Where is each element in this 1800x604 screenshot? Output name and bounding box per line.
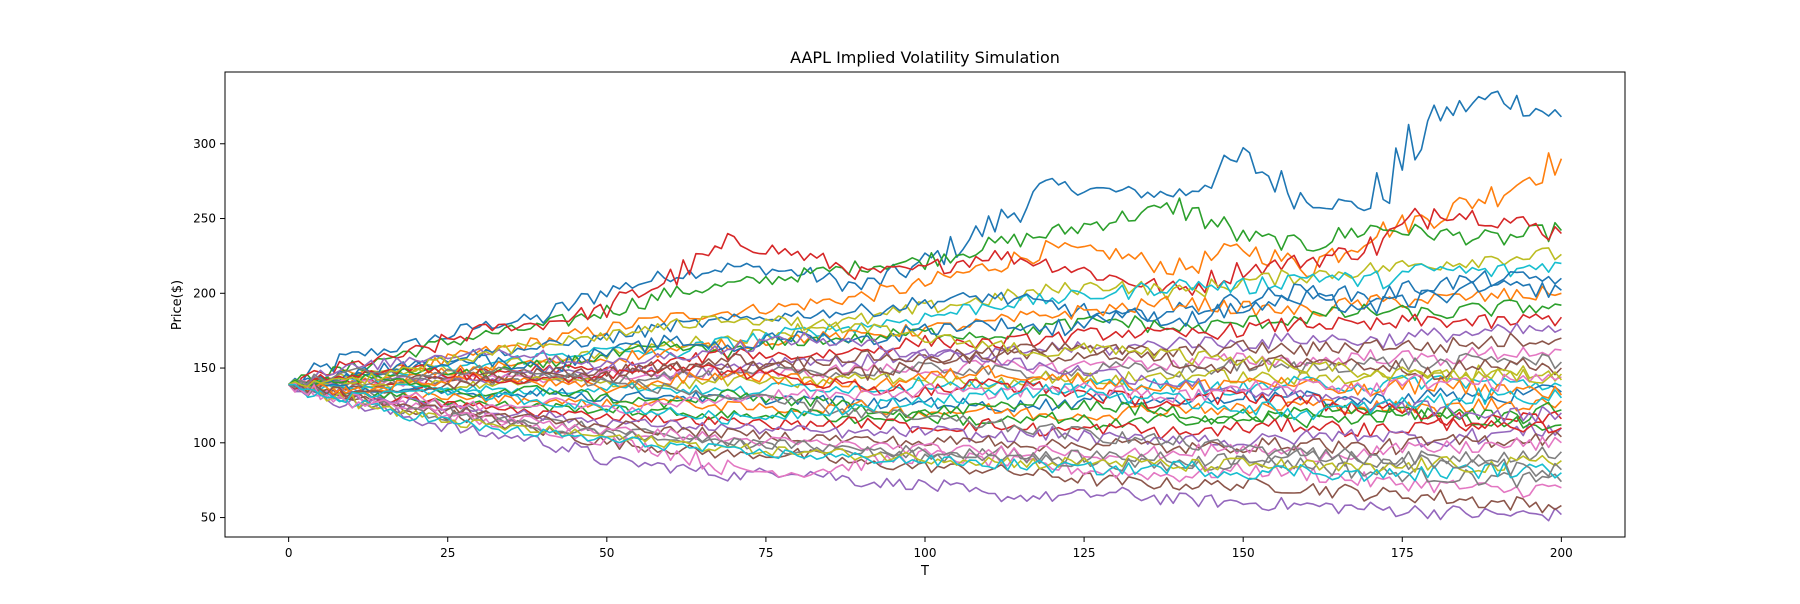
series-line bbox=[288, 372, 1562, 431]
x-axis: 0 25 50 75 100 125 150 175 200 bbox=[285, 537, 1573, 560]
y-axis: 50 100 150 200 250 300 bbox=[193, 137, 225, 525]
series-line bbox=[288, 362, 1562, 434]
y-tick-label: 200 bbox=[193, 286, 216, 300]
x-tick-label: 175 bbox=[1391, 546, 1414, 560]
series-line bbox=[288, 331, 1562, 423]
series-line bbox=[288, 197, 1563, 386]
y-tick-label: 300 bbox=[193, 137, 216, 151]
series-line bbox=[288, 383, 1562, 482]
x-tick-label: 75 bbox=[758, 546, 773, 560]
x-axis-label: T bbox=[920, 564, 929, 579]
x-tick-label: 25 bbox=[440, 546, 455, 560]
y-axis-label: Price($) bbox=[170, 280, 185, 330]
plot-frame bbox=[224, 71, 1626, 538]
x-tick-label: 200 bbox=[1550, 546, 1573, 560]
series-line bbox=[288, 383, 1562, 413]
series-line bbox=[288, 207, 1562, 390]
series-line bbox=[288, 279, 1562, 390]
y-tick-label: 250 bbox=[193, 212, 216, 226]
series-line bbox=[288, 383, 1562, 440]
series-line bbox=[288, 152, 1563, 386]
series-line bbox=[288, 342, 1562, 398]
series-line bbox=[288, 261, 1562, 387]
series-line bbox=[288, 299, 1562, 389]
y-tick-label: 50 bbox=[201, 511, 216, 525]
series-line bbox=[288, 379, 1562, 468]
series-line bbox=[288, 380, 1562, 498]
x-tick-label: 50 bbox=[599, 546, 614, 560]
y-tick-label: 150 bbox=[193, 361, 216, 375]
series-line bbox=[288, 315, 1563, 388]
series-line bbox=[288, 383, 1563, 425]
series-line bbox=[288, 383, 1562, 522]
chart-title: AAPL Implied Volatility Simulation bbox=[790, 48, 1060, 67]
series-line bbox=[288, 373, 1562, 415]
series-line bbox=[288, 381, 1562, 431]
x-tick-label: 125 bbox=[1073, 546, 1096, 560]
series-line bbox=[288, 364, 1562, 478]
series-line bbox=[288, 285, 1562, 388]
series-line bbox=[288, 313, 1563, 390]
series-line bbox=[288, 378, 1562, 474]
x-tick-label: 0 bbox=[285, 546, 293, 560]
x-tick-label: 100 bbox=[914, 546, 937, 560]
series-layer bbox=[287, 90, 1563, 522]
series-line bbox=[287, 380, 1562, 463]
x-tick-label: 150 bbox=[1232, 546, 1255, 560]
series-line bbox=[288, 382, 1563, 489]
series-line bbox=[288, 374, 1562, 397]
series-line bbox=[288, 383, 1562, 422]
y-tick-label: 100 bbox=[193, 436, 216, 450]
series-line bbox=[288, 90, 1562, 386]
